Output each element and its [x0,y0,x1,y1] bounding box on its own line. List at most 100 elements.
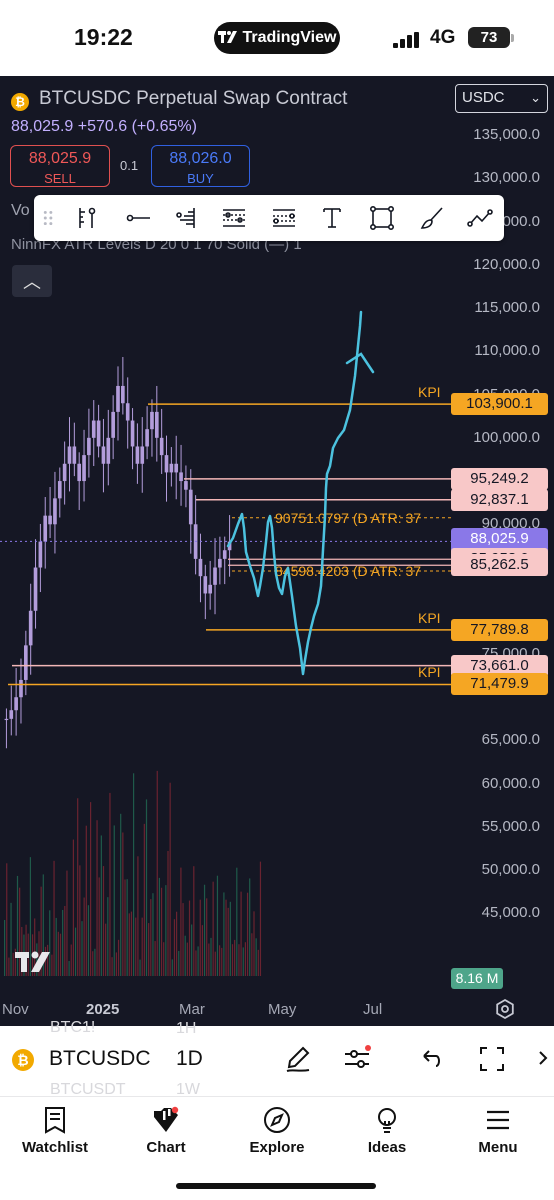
indicators-icon[interactable] [342,1044,372,1074]
volume-bar [135,917,137,976]
tool-text[interactable] [312,195,352,241]
battery-icon: 73 [468,27,510,48]
nav-label-ideas: Ideas [367,1139,407,1156]
volume-bar [92,951,94,976]
candle-body [106,437,111,464]
tool-horizontal-ray[interactable] [118,195,158,241]
symbol-search[interactable]: BTCUSDC [49,1047,151,1070]
tradingview-pill[interactable]: TradingView [214,22,340,54]
volume-bar [223,892,225,976]
volume-bar [156,770,158,976]
volume-bar [178,950,180,976]
volume-bar [145,799,148,976]
candle-body [87,437,91,456]
interval-select[interactable]: 1D [176,1047,203,1070]
chart-settings-icon[interactable] [494,998,516,1020]
volume-bar [203,884,206,976]
tool-price-range[interactable] [264,195,304,241]
x-tick-may: May [268,1001,297,1018]
toolbar-drag-handle[interactable] [36,195,62,241]
tool-brush[interactable] [412,195,452,241]
volume-bar [180,867,182,976]
candle-body [145,429,149,447]
volume-bar [36,943,38,976]
volume-bar [259,861,262,976]
candle-body [135,446,140,464]
candle-body [154,411,159,438]
volume-bar [251,933,253,976]
volume-bar [81,921,83,976]
current-price-value: 88,025.9 [470,530,529,548]
price-axis-label: 73,661.0 [451,654,548,677]
tool-fib-retracement[interactable] [214,195,254,241]
volume-bar [124,879,126,976]
tool-anchored-vwap[interactable] [66,195,106,241]
volume-bar [87,905,90,976]
volume-bar [182,903,184,976]
volume-bar [173,919,176,976]
candle-body [174,463,179,473]
candle-body [33,567,38,611]
brush-tool-icon [420,207,443,229]
tool-trend-path[interactable] [460,195,500,241]
collapse-legend-button[interactable]: ︿ [12,265,52,297]
y-tick-label: 60,000.0 [481,774,540,792]
volume-bar [246,892,249,976]
volume-bar [90,802,92,976]
kpi-label: KPI [418,609,441,626]
candle-body [213,567,217,585]
volume-bar [244,942,246,976]
spread-value: 0.1 [120,158,139,173]
pen-draw-icon[interactable] [283,1044,313,1074]
text-tool-icon [323,208,341,228]
volume-bar [242,947,244,976]
price-axis-label: 103,900.1 [451,393,548,416]
tool-rectangle[interactable] [362,195,402,241]
volume-bar [10,902,12,976]
fullscreen-icon[interactable] [477,1044,507,1074]
volume-bar [221,947,223,976]
chart-canvas[interactable]: 90751.0797 (D ATR: 37 84598.4203 (D ATR: … [0,76,554,1026]
candle-body [4,718,9,721]
candle-body [184,481,188,490]
sell-button[interactable]: 88,025.9 SELL [10,145,110,187]
currency-value: USDC [462,89,505,106]
volume-bar [229,901,231,976]
volume-bar [255,938,257,976]
symbol-title[interactable]: BTCUSDC Perpetual Swap Contract [39,88,348,109]
candle-body [14,697,18,711]
ghost-interval-2: 1W [176,1081,200,1098]
candle-body [72,446,77,464]
more-icon[interactable] [538,1044,554,1074]
price-axis-label: 92,837.1 [451,488,548,511]
volume-bar [68,961,70,976]
currency-select[interactable]: USDC ⌄ [455,84,548,113]
volume-bar [169,782,171,976]
candle-body [164,455,169,473]
tool-volume-profile[interactable] [168,195,208,241]
horizontal-ray-icon [126,214,150,222]
buy-button[interactable]: 88,026.0 BUY [151,145,250,187]
x-tick-mar: Mar [179,1001,205,1018]
volume-bar [38,931,40,976]
candle-body [140,446,145,464]
nav-watchlist[interactable]: Watchlist [5,1097,105,1167]
freehand-drawing[interactable] [226,310,363,676]
undo-icon[interactable] [416,1044,446,1074]
nav-label-chart: Chart [146,1139,186,1156]
volume-legend[interactable]: Vo [11,202,30,219]
compass-icon [264,1107,290,1133]
volume-bar [42,874,44,976]
volume-bar [231,944,234,976]
nav-menu[interactable]: Menu [448,1097,548,1167]
candle-body [91,420,96,438]
last-price: 88,025.9 [11,118,74,135]
nav-ideas[interactable]: Ideas [337,1097,437,1167]
volume-bar [171,959,173,976]
nav-chart[interactable]: Chart [116,1097,216,1167]
volume-bar [236,867,238,976]
atr-lower-label: 84598.4203 (D ATR: 37 [275,563,421,579]
nav-explore[interactable]: Explore [227,1097,327,1167]
volume-bar [225,899,227,976]
bitcoin-icon: ₿ [11,93,29,111]
